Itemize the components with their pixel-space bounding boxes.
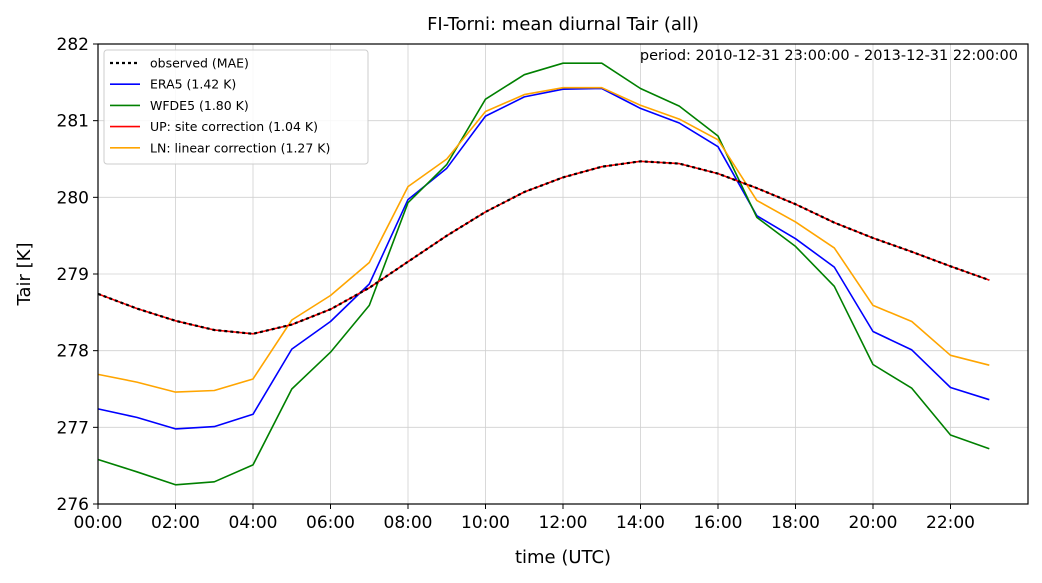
y-axis-ticks: 276 277 278 279 280 281 282 — [57, 35, 98, 515]
y-tick-label: 278 — [57, 342, 89, 362]
y-tick-label: 281 — [57, 112, 89, 132]
period-annotation: period: 2010-12-31 23:00:00 - 2013-12-31… — [640, 48, 1018, 64]
x-tick-label: 02:00 — [151, 513, 200, 533]
x-tick-label: 20:00 — [849, 513, 898, 533]
legend: observed (MAE) ERA5 (1.42 K) WFDE5 (1.80 K… — [103, 49, 369, 165]
x-tick-label: 06:00 — [306, 513, 355, 533]
x-tick-label: 16:00 — [694, 513, 743, 533]
y-axis-label: Tair [K] — [14, 242, 35, 306]
series-line — [97, 86, 990, 393]
x-tick-label: 12:00 — [539, 513, 588, 533]
x-axis-ticks: 00:00 02:00 04:00 06:00 08:00 10:00 12:00 14:00… — [74, 504, 975, 533]
legend-box — [103, 49, 369, 165]
x-tick-label: 14:00 — [616, 513, 665, 533]
x-tick-label: 00:00 — [74, 513, 123, 533]
y-tick-label: 279 — [57, 265, 89, 285]
y-tick-label: 280 — [57, 188, 89, 208]
x-tick-label: 08:00 — [384, 513, 433, 533]
legend-label: ERA5 (1.42 K) — [150, 77, 236, 92]
y-tick-label: 276 — [57, 495, 89, 515]
series-lines — [97, 62, 990, 486]
legend-label: LN: linear correction (1.27 K) — [150, 140, 330, 155]
x-tick-label: 04:00 — [229, 513, 278, 533]
x-tick-label: 10:00 — [461, 513, 510, 533]
x-axis-label: time (UTC) — [515, 547, 611, 568]
series-line — [97, 160, 990, 335]
legend-label: observed (MAE) — [150, 56, 249, 71]
series-line — [97, 62, 990, 486]
x-tick-label: 22:00 — [926, 513, 975, 533]
legend-label: UP: site correction (1.04 K) — [150, 119, 318, 134]
chart-title: FI-Torni: mean diurnal Tair (all) — [427, 14, 699, 35]
series-line — [97, 87, 990, 430]
y-tick-label: 282 — [57, 35, 89, 55]
y-tick-label: 277 — [57, 418, 89, 438]
legend-label: WFDE5 (1.80 K) — [150, 98, 249, 113]
x-tick-label: 18:00 — [771, 513, 820, 533]
